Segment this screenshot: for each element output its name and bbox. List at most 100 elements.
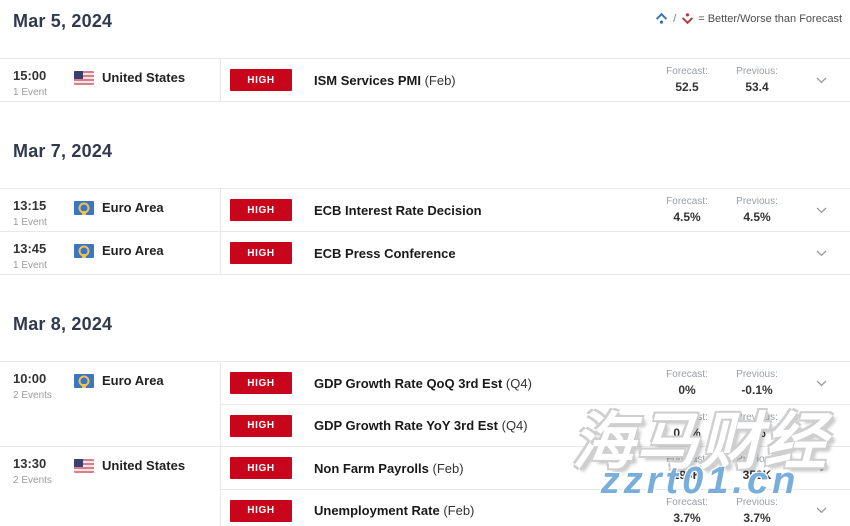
time-block: 13:45 1 Event (0, 241, 74, 271)
event-row[interactable]: HIGH ISM Services PMI (Feb) Forecast: 52… (221, 59, 850, 101)
event-count: 2 Events (13, 475, 52, 486)
chevron-down-icon[interactable] (792, 380, 850, 387)
event-title-wrap: Non Farm Payrolls (Feb) (314, 461, 464, 476)
forecast-stat: Forecast: 3.7% (652, 497, 722, 525)
event-time: 10:00 (13, 371, 47, 386)
country-flag-icon (74, 70, 94, 85)
importance-badge: HIGH (230, 414, 292, 437)
time-block: 13:30 2 Events (0, 456, 74, 486)
event-stats: Forecast: 4.5% Previous: 4.5% (652, 196, 792, 224)
forecast-value: 52.5 (675, 80, 699, 94)
previous-label: Previous: (736, 496, 778, 508)
event-period: (Q4) (505, 375, 532, 391)
event-period: (Feb) (443, 503, 475, 518)
event-title: ISM Services PMI (314, 72, 421, 88)
chevron-down-icon[interactable] (792, 422, 850, 429)
country-name: Euro Area (102, 243, 164, 258)
time-country-cell: 13:45 1 Event Euro Area (0, 232, 221, 274)
event-row[interactable]: HIGH ECB Press Conference (221, 232, 850, 274)
event-period: (Feb) (432, 460, 464, 476)
previous-stat: Previous: 53.4 (722, 66, 792, 94)
previous-value: 53.4 (745, 80, 769, 94)
event-row[interactable]: HIGH GDP Growth Rate YoY 3rd Est (Q4) Fo… (221, 404, 850, 446)
event-title-wrap: GDP Growth Rate YoY 3rd Est (Q4) (314, 418, 528, 433)
time-block: 13:15 1 Event (0, 198, 74, 228)
event-count: 1 Event (13, 87, 47, 98)
event-stats: Forecast: 0.1% Previous: 0% (652, 412, 792, 440)
country-flag-icon (74, 200, 94, 215)
event-time: 13:30 (13, 456, 47, 471)
event-period: (Feb) (424, 72, 456, 88)
event-row[interactable]: HIGH ECB Interest Rate Decision Forecast… (221, 189, 850, 231)
event-title: Unemployment Rate (314, 503, 440, 518)
event-title-wrap: Unemployment Rate (Feb) (314, 503, 474, 518)
forecast-label: Forecast: (666, 411, 708, 423)
time-country-cell: 13:30 2 Events United States (0, 447, 221, 526)
forecast-value: 3.7% (673, 510, 701, 525)
forecast-label: Forecast: (666, 196, 708, 207)
worse-than-forecast-icon (682, 13, 694, 25)
time-country-cell: 10:00 2 Events Euro Area (0, 362, 221, 446)
time-group-row: 13:45 1 Event Euro Area HIGH ECB Press C… (0, 231, 850, 275)
event-row[interactable]: HIGH GDP Growth Rate QoQ 3rd Est (Q4) Fo… (221, 362, 850, 404)
event-title-wrap: ISM Services PMI (Feb) (314, 73, 456, 88)
importance-badge: HIGH (230, 242, 292, 264)
event-count: 2 Events (13, 390, 52, 401)
event-title: GDP Growth Rate QoQ 3rd Est (314, 375, 503, 391)
legend-separator: / (673, 12, 677, 25)
country-name: Euro Area (102, 200, 164, 215)
event-list: HIGH ECB Interest Rate Decision Forecast… (221, 189, 850, 231)
forecast-label: Forecast: (666, 454, 708, 465)
previous-stat: Previous: 353K (722, 454, 792, 482)
forecast-value: 190K (672, 468, 702, 482)
forecast-stat: Forecast: 4.5% (652, 196, 722, 224)
event-title: GDP Growth Rate YoY 3rd Est (314, 418, 498, 433)
event-time: 13:45 (13, 241, 47, 256)
previous-stat: Previous: -0.1% (722, 369, 792, 397)
previous-value: 0% (748, 425, 766, 440)
previous-stat: Previous: 0% (722, 412, 792, 440)
time-country-cell: 13:15 1 Event Euro Area (0, 189, 221, 231)
country-name: Euro Area (102, 373, 164, 388)
previous-label: Previous: (736, 66, 778, 77)
country-block: Euro Area (74, 373, 164, 388)
time-block: 15:00 1 Event (0, 68, 74, 98)
event-row[interactable]: HIGH Non Farm Payrolls (Feb) Forecast: 1… (221, 447, 850, 489)
importance-badge: HIGH (230, 69, 292, 91)
previous-value: 4.5% (743, 210, 771, 224)
importance-badge: HIGH (230, 499, 292, 522)
event-stats: Forecast: 3.7% Previous: 3.7% (652, 497, 792, 525)
previous-value: -0.1% (741, 383, 773, 397)
forecast-stat: Forecast: 190K (652, 454, 722, 482)
time-group-row: 15:00 1 Event United States HIGH ISM Ser… (0, 58, 850, 102)
chevron-down-icon[interactable] (792, 507, 850, 514)
importance-badge: HIGH (230, 372, 292, 394)
previous-label: Previous: (736, 196, 778, 207)
country-block: United States (74, 458, 185, 473)
forecast-value: 4.5% (673, 210, 701, 224)
country-block: Euro Area (74, 200, 164, 215)
event-title-wrap: ECB Interest Rate Decision (314, 203, 482, 218)
event-row[interactable]: HIGH Unemployment Rate (Feb) Forecast: 3… (221, 489, 850, 526)
forecast-stat: Forecast: 52.5 (652, 66, 722, 94)
legend: / = Better/Worse than Forecast (655, 12, 842, 25)
chevron-down-icon[interactable] (792, 207, 850, 214)
event-count: 1 Event (13, 260, 47, 271)
country-flag-icon (74, 243, 94, 258)
chevron-down-icon[interactable] (792, 250, 850, 257)
country-block: Euro Area (74, 243, 164, 258)
importance-badge: HIGH (230, 457, 292, 479)
previous-label: Previous: (736, 411, 778, 423)
date-header: Mar 7, 2024 (13, 141, 113, 161)
event-period: (Q4) (501, 418, 528, 433)
time-group-row: 13:15 1 Event Euro Area HIGH ECB Interes… (0, 188, 850, 231)
event-time: 15:00 (13, 68, 47, 83)
event-title: ECB Interest Rate Decision (314, 202, 482, 218)
event-list: HIGH ECB Press Conference (221, 232, 850, 274)
date-header: Mar 5, 2024 (13, 11, 113, 31)
event-groups: 15:00 1 Event United States HIGH ISM Ser… (0, 58, 850, 102)
chevron-down-icon[interactable] (792, 465, 850, 472)
country-flag-icon (74, 373, 94, 388)
chevron-down-icon[interactable] (792, 77, 850, 84)
